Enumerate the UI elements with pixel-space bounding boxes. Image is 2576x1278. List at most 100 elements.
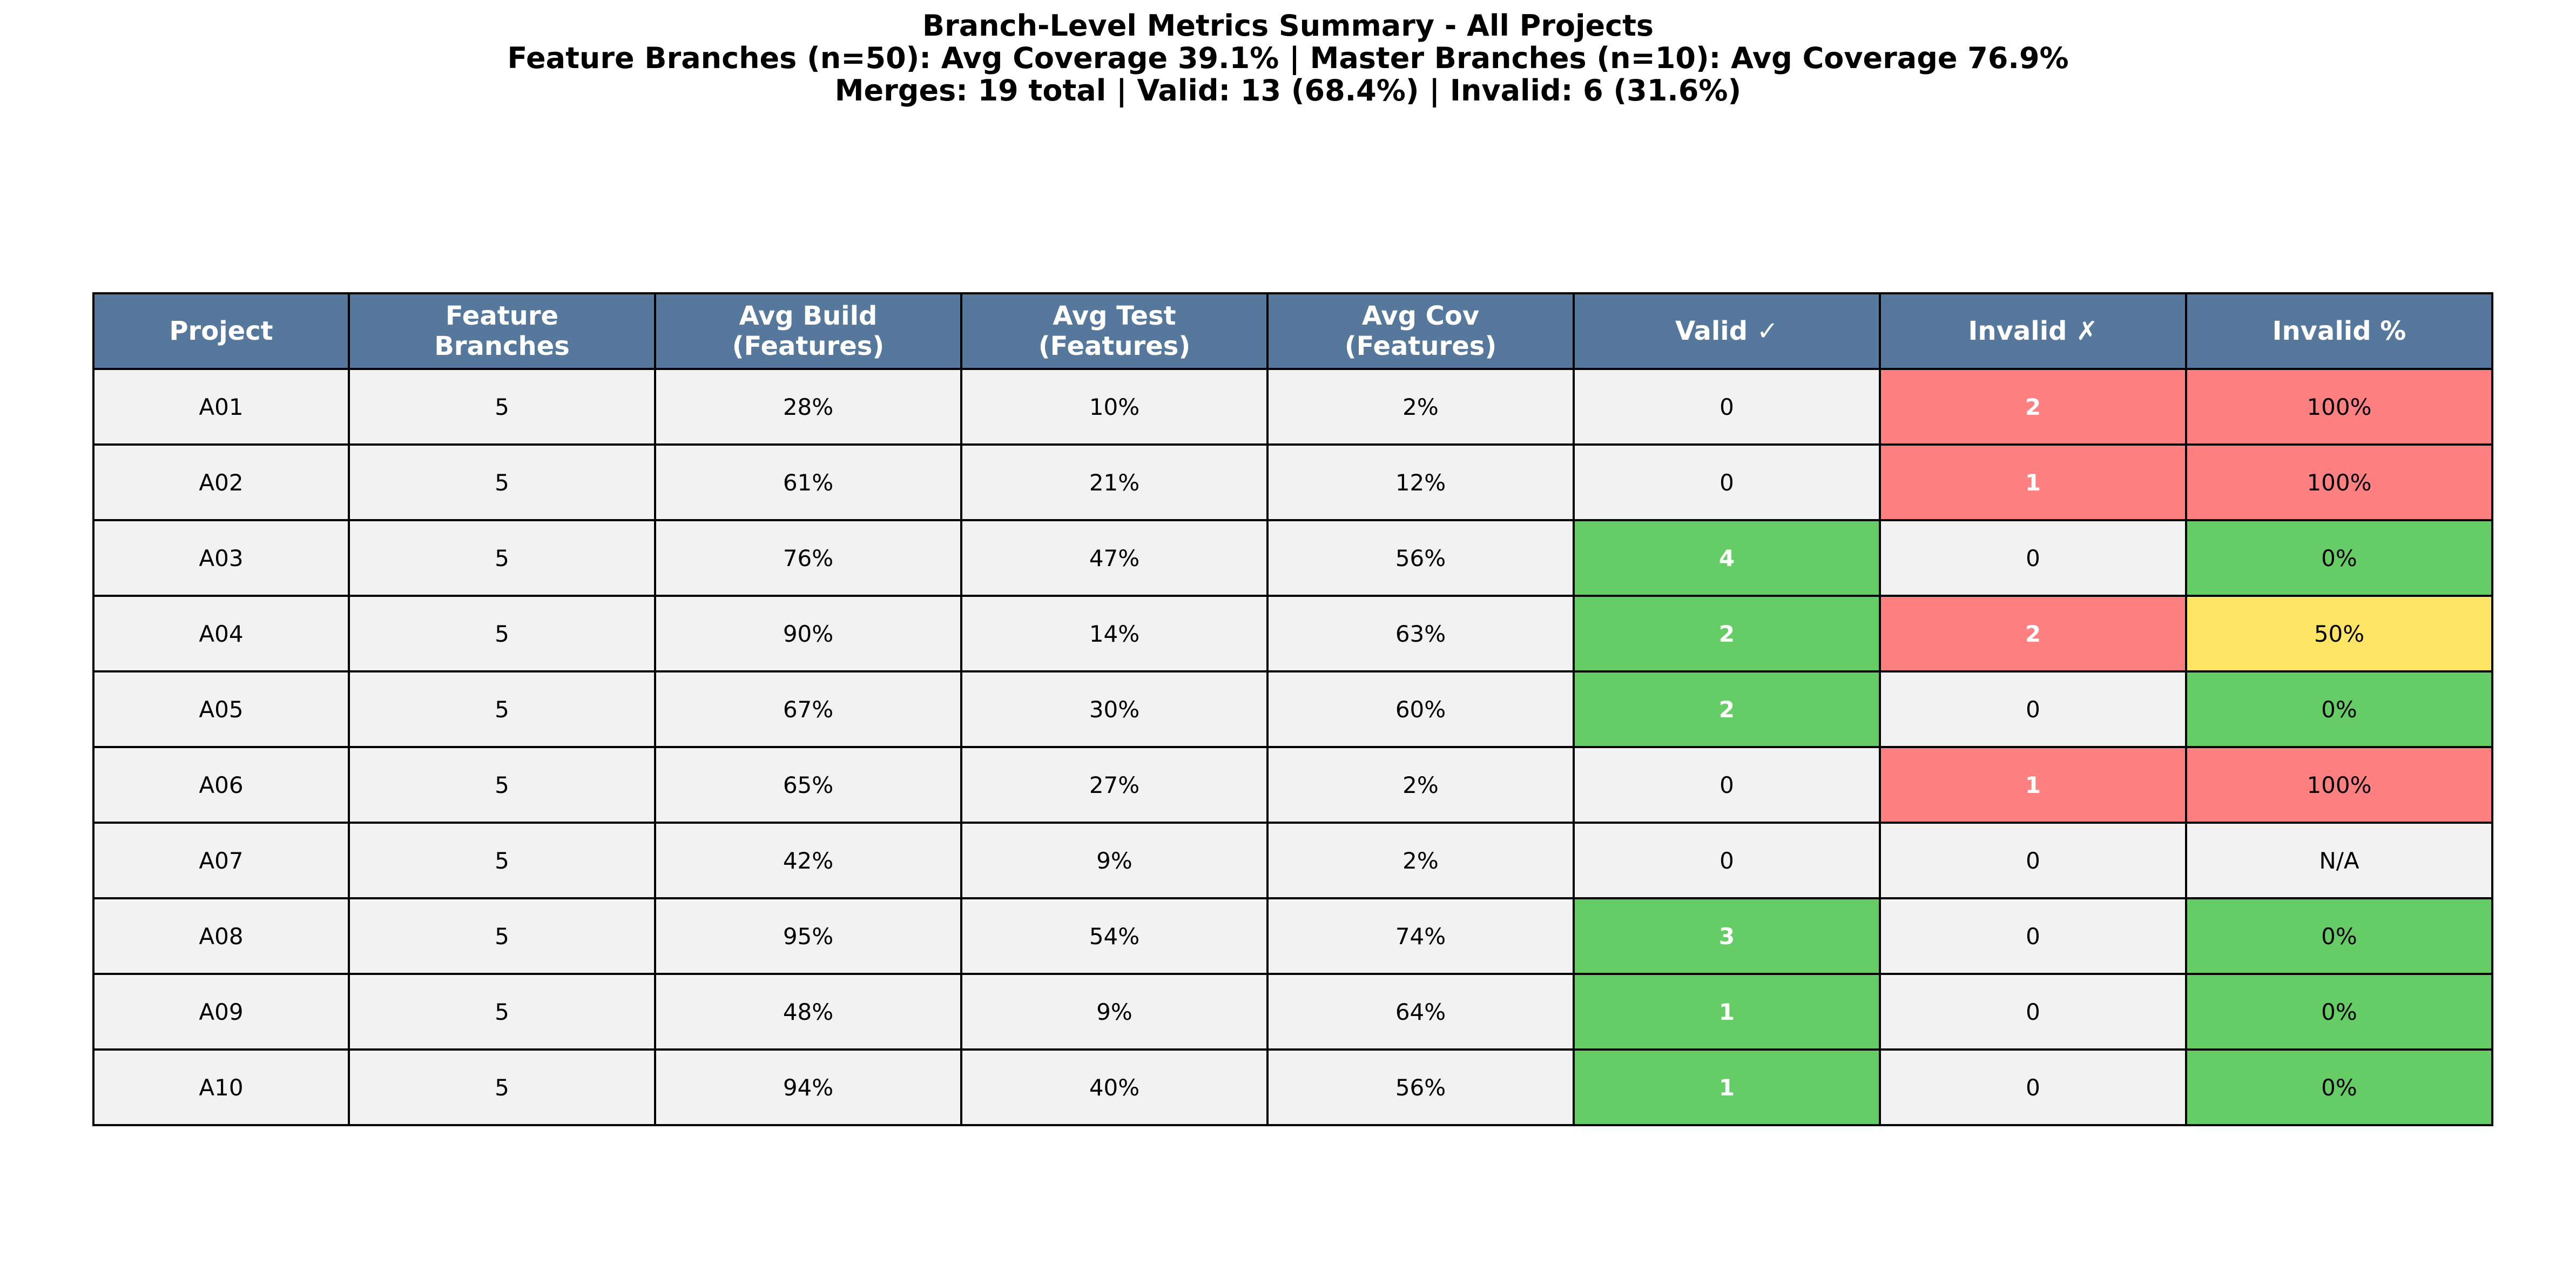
cell-valid: 0	[1573, 443, 1881, 521]
cell-avg-cov: 74%	[1266, 897, 1575, 975]
table-row: A05 5 67% 30% 60% 2 0 0%	[92, 670, 2493, 748]
cell-feature-branches: 5	[348, 443, 656, 521]
cell-valid: 1	[1573, 1048, 1881, 1126]
cell-avg-cov: 56%	[1266, 1048, 1575, 1126]
cell-avg-test: 21%	[960, 443, 1269, 521]
table-body: A01 5 28% 10% 2% 0 2 100% A02 5 61% 21% 12% 0 1 100% A03…	[92, 368, 2493, 1126]
cell-avg-build: 95%	[654, 897, 962, 975]
cell-invalid: 0	[1879, 973, 2187, 1051]
table-row: A08 5 95% 54% 74% 3 0 0%	[92, 897, 2493, 975]
cell-valid: 4	[1573, 519, 1881, 597]
table-row: A04 5 90% 14% 63% 2 2 50%	[92, 595, 2493, 672]
cell-feature-branches: 5	[348, 973, 656, 1051]
cell-invalid-pct: 0%	[2185, 1048, 2493, 1126]
cell-invalid-pct: 0%	[2185, 973, 2493, 1051]
cell-feature-branches: 5	[348, 1048, 656, 1126]
cell-project: A06	[92, 746, 350, 824]
cell-project: A03	[92, 519, 350, 597]
chart-title-line-1: Branch-Level Metrics Summary - All Proje…	[922, 9, 1654, 43]
cell-invalid-pct: 100%	[2185, 443, 2493, 521]
cell-project: A05	[92, 670, 350, 748]
cell-avg-test: 27%	[960, 746, 1269, 824]
cell-avg-cov: 2%	[1266, 746, 1575, 824]
cell-invalid-pct: 0%	[2185, 519, 2493, 597]
cell-avg-build: 61%	[654, 443, 962, 521]
cell-valid: 1	[1573, 973, 1881, 1051]
cell-avg-build: 42%	[654, 822, 962, 899]
cell-invalid-pct: 0%	[2185, 897, 2493, 975]
cell-feature-branches: 5	[348, 822, 656, 899]
table-row: A09 5 48% 9% 64% 1 0 0%	[92, 973, 2493, 1051]
cell-valid: 3	[1573, 897, 1881, 975]
table-row: A07 5 42% 9% 2% 0 0 N/A	[92, 822, 2493, 899]
cell-avg-build: 94%	[654, 1048, 962, 1126]
cell-avg-test: 9%	[960, 973, 1269, 1051]
cell-valid: 0	[1573, 746, 1881, 824]
cell-avg-cov: 64%	[1266, 973, 1575, 1051]
cell-avg-build: 76%	[654, 519, 962, 597]
cell-valid: 0	[1573, 368, 1881, 446]
cell-invalid-pct: N/A	[2185, 822, 2493, 899]
cell-invalid: 0	[1879, 519, 2187, 597]
cell-project: A10	[92, 1048, 350, 1126]
cell-invalid: 2	[1879, 368, 2187, 446]
cell-avg-cov: 63%	[1266, 595, 1575, 672]
cell-invalid: 1	[1879, 746, 2187, 824]
cell-feature-branches: 5	[348, 368, 656, 446]
cell-feature-branches: 5	[348, 897, 656, 975]
header-feature-branches: Feature Branches	[348, 292, 656, 370]
cell-invalid-pct: 0%	[2185, 670, 2493, 748]
cell-avg-test: 54%	[960, 897, 1269, 975]
cell-feature-branches: 5	[348, 595, 656, 672]
cell-avg-test: 14%	[960, 595, 1269, 672]
table-row: A06 5 65% 27% 2% 0 1 100%	[92, 746, 2493, 824]
cell-avg-cov: 2%	[1266, 822, 1575, 899]
cell-avg-cov: 12%	[1266, 443, 1575, 521]
cell-avg-test: 40%	[960, 1048, 1269, 1126]
cell-avg-test: 10%	[960, 368, 1269, 446]
header-avg-cov: Avg Cov (Features)	[1266, 292, 1575, 370]
metrics-table: Project Feature Branches Avg Build (Feat…	[92, 292, 2493, 1126]
cell-avg-cov: 2%	[1266, 368, 1575, 446]
cell-avg-build: 65%	[654, 746, 962, 824]
cell-valid: 2	[1573, 595, 1881, 672]
cell-feature-branches: 5	[348, 746, 656, 824]
cell-invalid: 1	[1879, 443, 2187, 521]
cell-avg-test: 30%	[960, 670, 1269, 748]
cell-invalid: 0	[1879, 822, 2187, 899]
table-row: A01 5 28% 10% 2% 0 2 100%	[92, 368, 2493, 446]
cell-avg-cov: 56%	[1266, 519, 1575, 597]
table-header-row: Project Feature Branches Avg Build (Feat…	[92, 292, 2493, 370]
cell-invalid: 2	[1879, 595, 2187, 672]
cell-feature-branches: 5	[348, 519, 656, 597]
cell-project: A09	[92, 973, 350, 1051]
cell-project: A02	[92, 443, 350, 521]
table-row: A03 5 76% 47% 56% 4 0 0%	[92, 519, 2493, 597]
cell-project: A04	[92, 595, 350, 672]
cell-avg-build: 48%	[654, 973, 962, 1051]
cell-feature-branches: 5	[348, 670, 656, 748]
cell-valid: 2	[1573, 670, 1881, 748]
cell-avg-build: 90%	[654, 595, 962, 672]
cell-avg-build: 28%	[654, 368, 962, 446]
chart-title: Branch-Level Metrics Summary - All Proje…	[0, 10, 2576, 107]
header-project: Project	[92, 292, 350, 370]
cell-project: A01	[92, 368, 350, 446]
table-row: A02 5 61% 21% 12% 0 1 100%	[92, 443, 2493, 521]
header-avg-test: Avg Test (Features)	[960, 292, 1269, 370]
cell-project: A08	[92, 897, 350, 975]
cell-invalid: 0	[1879, 1048, 2187, 1126]
cell-invalid-pct: 100%	[2185, 368, 2493, 446]
header-invalid: Invalid ✗	[1879, 292, 2187, 370]
chart-title-line-2: Feature Branches (n=50): Avg Coverage 39…	[507, 41, 2069, 75]
cell-avg-test: 9%	[960, 822, 1269, 899]
cell-invalid-pct: 50%	[2185, 595, 2493, 672]
table-row: A10 5 94% 40% 56% 1 0 0%	[92, 1048, 2493, 1126]
header-valid: Valid ✓	[1573, 292, 1881, 370]
cell-avg-build: 67%	[654, 670, 962, 748]
cell-invalid: 0	[1879, 897, 2187, 975]
cell-invalid-pct: 100%	[2185, 746, 2493, 824]
cell-avg-cov: 60%	[1266, 670, 1575, 748]
header-invalid-pct: Invalid %	[2185, 292, 2493, 370]
cell-avg-test: 47%	[960, 519, 1269, 597]
